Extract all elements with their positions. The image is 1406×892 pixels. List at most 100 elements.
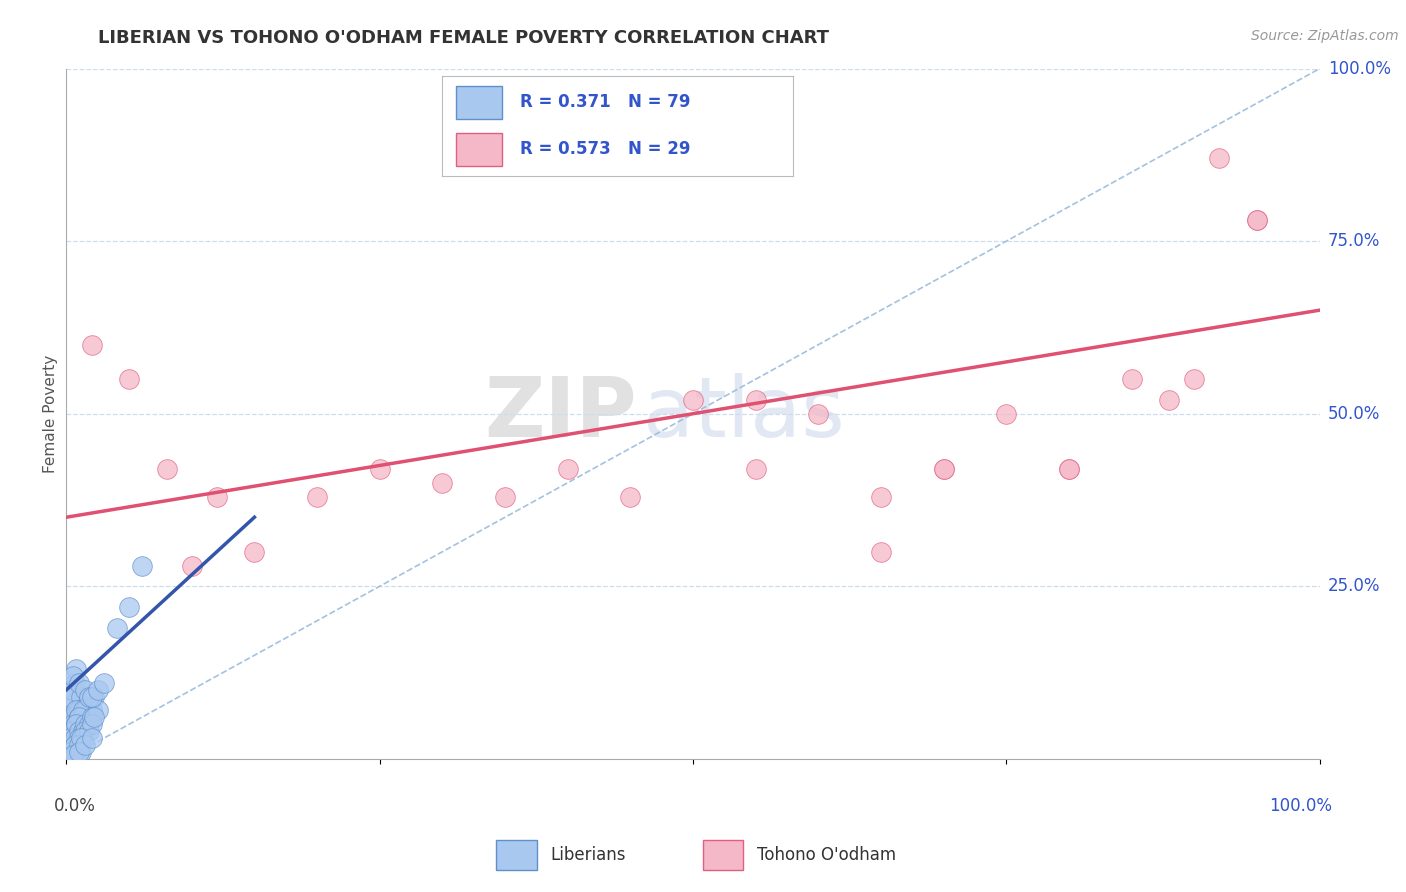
Point xyxy=(80,717,103,731)
Point xyxy=(62,731,84,745)
Point xyxy=(59,738,82,752)
Point xyxy=(744,462,766,476)
Point xyxy=(75,724,97,739)
Point xyxy=(65,717,87,731)
Text: LIBERIAN VS TOHONO O'ODHAM FEMALE POVERTY CORRELATION CHART: LIBERIAN VS TOHONO O'ODHAM FEMALE POVERT… xyxy=(98,29,830,46)
Point xyxy=(80,703,103,717)
Point xyxy=(1246,213,1268,227)
Point xyxy=(87,682,110,697)
Point xyxy=(65,717,87,731)
Point xyxy=(156,462,179,476)
Point xyxy=(80,731,103,745)
Point xyxy=(307,490,329,504)
Point xyxy=(72,717,94,731)
Point xyxy=(243,545,266,559)
Point xyxy=(1182,372,1205,386)
Point xyxy=(67,731,90,745)
Point xyxy=(1159,392,1181,407)
Point xyxy=(70,697,93,711)
Point xyxy=(619,490,641,504)
Point xyxy=(80,337,103,351)
Point xyxy=(368,462,391,476)
Point xyxy=(67,703,90,717)
Point xyxy=(62,669,84,683)
Point xyxy=(118,599,141,614)
Point xyxy=(205,490,228,504)
Point xyxy=(67,710,90,724)
Point xyxy=(75,717,97,731)
Text: 25.0%: 25.0% xyxy=(1329,577,1381,595)
Point xyxy=(118,372,141,386)
Point xyxy=(1246,213,1268,227)
Point xyxy=(557,462,579,476)
Point xyxy=(65,662,87,676)
Point xyxy=(67,676,90,690)
Point xyxy=(65,717,87,731)
Point xyxy=(59,724,82,739)
Point xyxy=(70,745,93,759)
Point xyxy=(67,738,90,752)
Point xyxy=(77,724,100,739)
Text: atlas: atlas xyxy=(643,373,845,454)
Point xyxy=(494,490,516,504)
Point xyxy=(62,682,84,697)
Text: Source: ZipAtlas.com: Source: ZipAtlas.com xyxy=(1251,29,1399,43)
Point xyxy=(75,703,97,717)
Point xyxy=(75,703,97,717)
Point xyxy=(59,731,82,745)
Point xyxy=(83,710,105,724)
Point xyxy=(62,710,84,724)
Point xyxy=(80,710,103,724)
Point xyxy=(67,710,90,724)
Point xyxy=(72,710,94,724)
Point xyxy=(65,703,87,717)
Point xyxy=(65,724,87,739)
Point xyxy=(65,748,87,763)
Point xyxy=(807,407,830,421)
Point xyxy=(75,682,97,697)
Text: Liberians: Liberians xyxy=(550,846,626,863)
Point xyxy=(67,710,90,724)
Point xyxy=(58,745,80,759)
Point xyxy=(932,462,955,476)
Point xyxy=(65,738,87,752)
Point xyxy=(62,724,84,739)
Point xyxy=(63,724,86,739)
Point xyxy=(60,745,83,759)
Point xyxy=(432,475,454,490)
Point xyxy=(62,717,84,731)
Text: 0.0%: 0.0% xyxy=(53,797,96,814)
Point xyxy=(77,717,100,731)
Point xyxy=(83,690,105,704)
Point xyxy=(932,462,955,476)
Point xyxy=(744,392,766,407)
Point xyxy=(72,731,94,745)
Point xyxy=(67,724,90,739)
Point xyxy=(72,703,94,717)
Point xyxy=(62,748,84,763)
Text: 100.0%: 100.0% xyxy=(1329,60,1391,78)
Point xyxy=(58,745,80,759)
Point xyxy=(682,392,704,407)
Text: 75.0%: 75.0% xyxy=(1329,232,1381,250)
Text: 100.0%: 100.0% xyxy=(1270,797,1333,814)
Point xyxy=(70,731,93,745)
Point xyxy=(60,738,83,752)
Point xyxy=(70,690,93,704)
Point xyxy=(1057,462,1080,476)
Point xyxy=(65,731,87,745)
Point xyxy=(77,690,100,704)
Point xyxy=(995,407,1018,421)
Point xyxy=(77,690,100,704)
Point xyxy=(80,690,103,704)
Point xyxy=(67,710,90,724)
Point xyxy=(67,724,90,739)
Point xyxy=(87,703,110,717)
Point xyxy=(62,697,84,711)
Text: 50.0%: 50.0% xyxy=(1329,405,1381,423)
Point xyxy=(59,690,82,704)
Point xyxy=(870,545,893,559)
Point xyxy=(93,676,115,690)
Point xyxy=(75,717,97,731)
Point xyxy=(1208,151,1230,165)
